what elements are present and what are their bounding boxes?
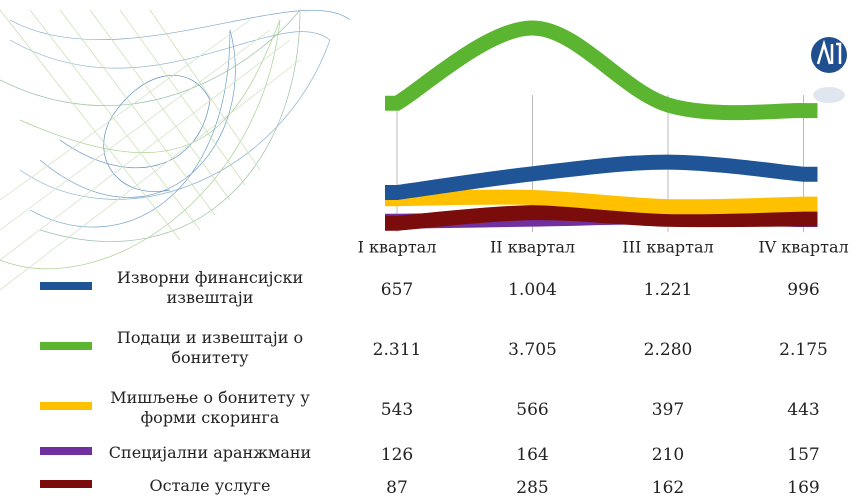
logo xyxy=(811,37,847,103)
legend-label: Мишљење о бонитету у форми скоринга xyxy=(110,388,310,427)
value-label: 1.004 xyxy=(508,280,557,300)
value-label: 162 xyxy=(651,478,685,498)
lines xyxy=(385,20,818,231)
value-label: 157 xyxy=(787,445,820,465)
category-label: IV квартал xyxy=(758,237,849,257)
legend-swatch xyxy=(40,402,92,410)
value-label: 2.175 xyxy=(779,340,828,360)
value-label: 996 xyxy=(787,280,820,300)
value-label: 3.705 xyxy=(508,340,557,360)
legend-swatch xyxy=(40,282,92,290)
value-label: 210 xyxy=(651,445,685,465)
legend-swatch xyxy=(40,447,92,455)
value-label: 657 xyxy=(380,280,414,300)
category-label: III квартал xyxy=(622,237,714,257)
value-label: 2.280 xyxy=(643,340,693,360)
value-label: 397 xyxy=(651,400,685,420)
value-label: 1.221 xyxy=(643,280,693,300)
legend-label: Остале услуге xyxy=(149,476,271,495)
value-label: 566 xyxy=(516,400,549,420)
legend-label: Специјални аранжмани xyxy=(108,443,312,462)
value-label: 87 xyxy=(386,478,408,498)
value-label: 285 xyxy=(516,478,549,498)
value-label: 443 xyxy=(787,400,820,420)
category-label: II квартал xyxy=(489,237,576,257)
value-label: 169 xyxy=(787,478,820,498)
legend-label: Изворни финансијски извештаји xyxy=(116,268,304,307)
value-label: 543 xyxy=(380,400,414,420)
value-label: 164 xyxy=(516,445,549,465)
series-line xyxy=(385,189,818,215)
series-line xyxy=(385,154,818,201)
decoration xyxy=(0,9,351,291)
series-line xyxy=(385,20,818,121)
value-label: 126 xyxy=(380,445,414,465)
legend-swatch xyxy=(40,480,92,488)
legend-label: Подаци и извештаји о бонитету xyxy=(116,328,304,367)
value-label: 2.311 xyxy=(372,340,422,360)
legend-swatch xyxy=(40,342,92,350)
category-label: I квартал xyxy=(357,237,437,257)
series-line xyxy=(385,205,818,231)
